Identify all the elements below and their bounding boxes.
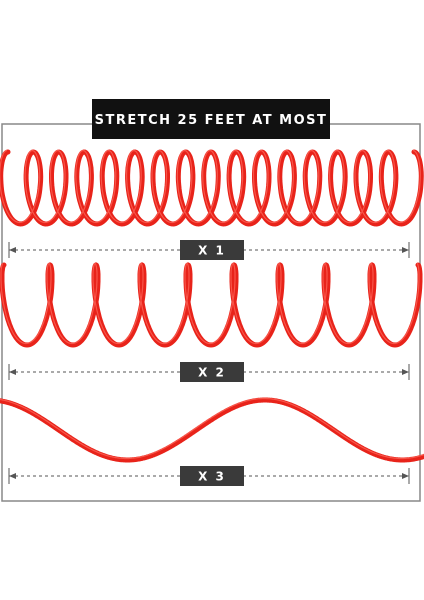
measure-label-box xyxy=(180,362,244,382)
arrow-right xyxy=(402,247,409,253)
measure-label-box xyxy=(180,240,244,260)
coil-highlight xyxy=(0,397,424,460)
measures: X 1 X 2 X 3 xyxy=(8,240,410,486)
arrow-left xyxy=(9,247,16,253)
title-box xyxy=(92,99,330,139)
title: STRETCH 25 FEET AT MOST xyxy=(95,113,328,128)
coils xyxy=(0,149,424,463)
coil xyxy=(0,397,424,463)
arrow-left xyxy=(9,473,16,479)
coil-highlight xyxy=(0,262,420,345)
coil-highlight xyxy=(0,149,421,224)
arrow-left xyxy=(9,369,16,375)
coil xyxy=(0,262,423,348)
measure-label: X 3 xyxy=(198,470,226,484)
measure-label-box xyxy=(180,466,244,486)
measure-label: X 2 xyxy=(198,366,226,380)
arrow-right xyxy=(402,369,409,375)
arrow-right xyxy=(402,473,409,479)
measure-label: X 1 xyxy=(198,244,226,258)
